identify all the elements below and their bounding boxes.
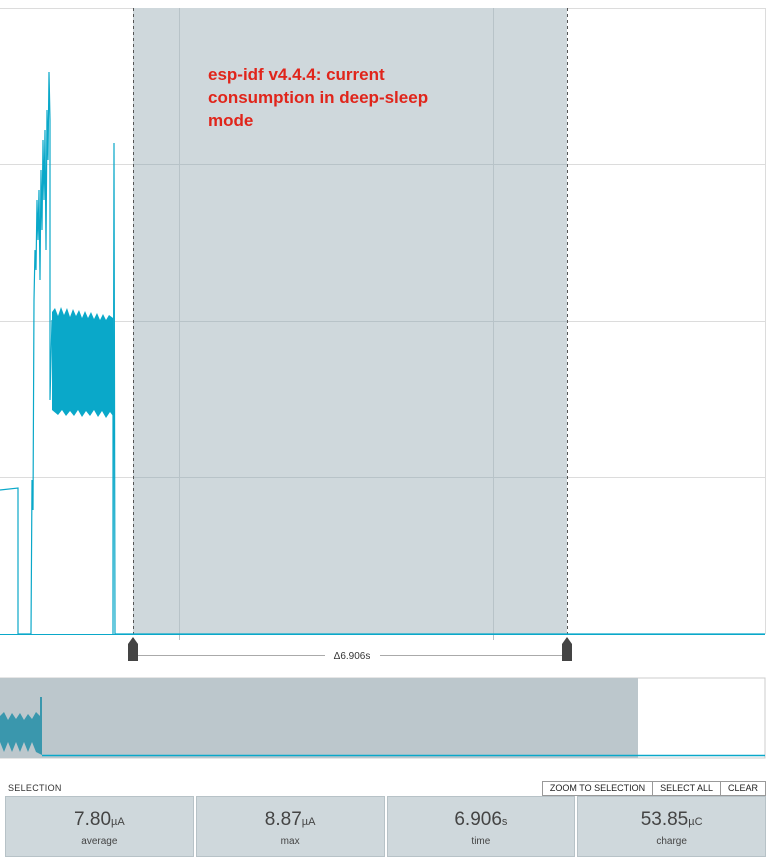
stat-value: 6.906 (454, 809, 502, 830)
minimap-window[interactable] (0, 678, 638, 758)
stat-cell: 53.85µC charge (577, 796, 766, 857)
minimap-trace (0, 697, 42, 755)
zoom-button[interactable]: ZOOM TO SELECTION (541, 781, 654, 796)
stat-label: average (81, 836, 118, 847)
stat-value: 7.80 (74, 809, 112, 830)
stat-unit: µA (111, 816, 125, 828)
selection-grid (133, 8, 567, 640)
stat-cell: 7.80µA average (5, 796, 194, 857)
stat-value: 53.85 (640, 809, 689, 830)
stat-cell: 8.87µA max (195, 796, 385, 857)
stat-label: max (280, 836, 300, 847)
stat-unit: s (501, 816, 508, 828)
stat-unit: µC (688, 816, 703, 828)
stat-value-row: 6.906s (388, 809, 575, 831)
selection-label: SELECTION (8, 783, 62, 793)
trace-band (52, 307, 113, 418)
stat-value-row: 7.80µA (6, 809, 193, 831)
stat-value-row: 8.87µA (197, 809, 384, 831)
stat-cell: 6.906s time (386, 796, 576, 857)
delta-label: Δ6.906s (334, 651, 371, 662)
select-all-button[interactable]: SELECT ALL (652, 781, 721, 796)
annotation: esp-idf v4.4.4: current consumption in d… (208, 65, 429, 130)
clear-button[interactable]: CLEAR (719, 781, 766, 796)
stats: 7.80µA average 8.87µA max 6.906s time 53.85µC c… (5, 796, 766, 857)
stat-label: charge (656, 836, 687, 847)
stat-label: time (471, 836, 491, 847)
buttons: ZOOM TO SELECTION SELECT ALL CLEAR (541, 781, 766, 796)
handle[interactable] (128, 637, 572, 661)
stat-unit: µA (301, 816, 316, 828)
stat-value-row: 53.85µC (578, 809, 765, 831)
stat-value: 8.87 (264, 809, 302, 830)
